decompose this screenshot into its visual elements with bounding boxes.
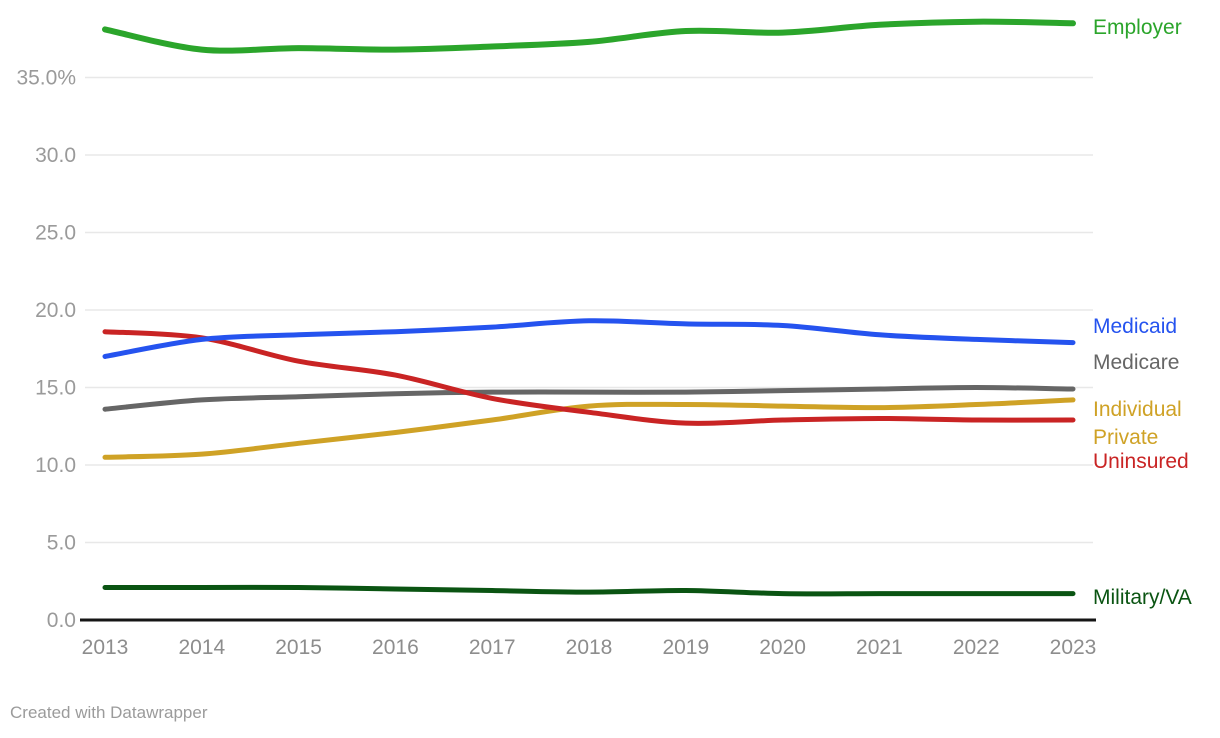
series-line-uninsured xyxy=(102,329,1076,426)
series-line-medicaid xyxy=(102,318,1076,359)
x-tick-label: 2023 xyxy=(1050,636,1097,659)
y-tick-label: 20.0 xyxy=(35,299,76,322)
y-tick-label: 15.0 xyxy=(35,377,76,400)
y-tick-label: 30.0 xyxy=(35,144,76,167)
x-tick-label: 2016 xyxy=(372,636,419,659)
series-label-employer: Employer xyxy=(1093,16,1182,39)
x-tick-label: 2020 xyxy=(759,636,806,659)
series-line-employer xyxy=(102,18,1076,54)
x-tick-label: 2018 xyxy=(566,636,613,659)
y-tick-label: 35.0% xyxy=(16,67,76,90)
x-tick-label: 2022 xyxy=(953,636,1000,659)
series-line-military-va xyxy=(102,584,1076,597)
series-label-medicaid: Medicaid xyxy=(1093,315,1177,338)
series-label-uninsured: Uninsured xyxy=(1093,450,1189,473)
y-tick-label: 0.0 xyxy=(47,609,76,632)
series-line-individual-private xyxy=(102,397,1076,460)
series-label-individual-private: Private xyxy=(1093,426,1158,449)
series-label-medicare: Medicare xyxy=(1093,351,1179,374)
series-label-military-va: Military/VA xyxy=(1093,586,1192,609)
x-tick-label: 2014 xyxy=(178,636,225,659)
y-tick-label: 10.0 xyxy=(35,454,76,477)
y-tick-label: 25.0 xyxy=(35,222,76,245)
datawrapper-credit: Created with Datawrapper xyxy=(10,703,208,722)
x-tick-label: 2017 xyxy=(469,636,516,659)
series-line-medicare xyxy=(102,385,1076,412)
x-tick-label: 2021 xyxy=(856,636,903,659)
y-tick-label: 5.0 xyxy=(47,532,76,555)
x-tick-label: 2015 xyxy=(275,636,322,659)
x-tick-label: 2013 xyxy=(82,636,129,659)
series-label-individual-private: Individual xyxy=(1093,398,1182,421)
x-tick-label: 2019 xyxy=(662,636,709,659)
